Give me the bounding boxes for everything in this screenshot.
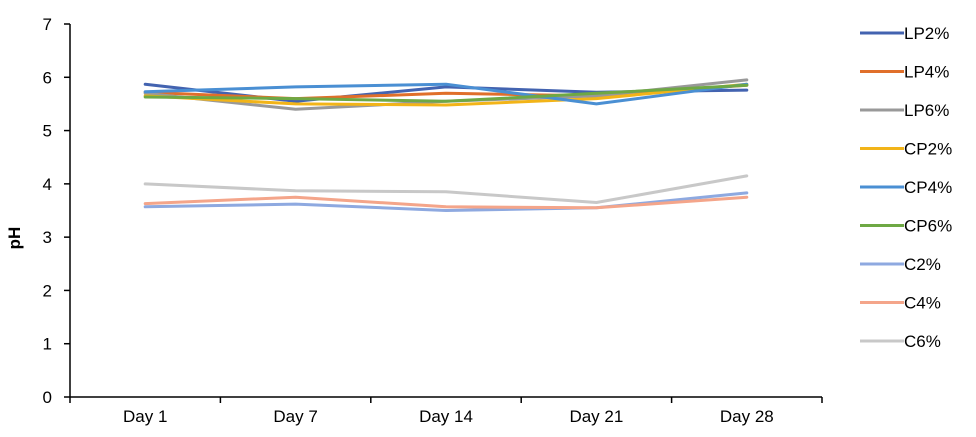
y-tick-label: 6 (43, 68, 52, 87)
series-lines (143, 78, 749, 212)
legend-label: C2% (904, 255, 941, 274)
legend: LP2% LP4% LP6% CP2% CP4% CP6% C2% C4% C6% (860, 24, 952, 351)
x-tick-label: Day 28 (720, 407, 774, 426)
legend-label: CP4% (904, 178, 952, 197)
legend-label: LP4% (904, 63, 949, 82)
series-line-cp6-pct (143, 83, 749, 103)
legend-label: C4% (904, 294, 941, 313)
series-line-cp4-pct (143, 82, 749, 106)
series-line-cp2-pct (143, 82, 749, 107)
y-tick-label: 7 (43, 15, 52, 34)
y-tick-label: 4 (43, 175, 52, 194)
y-axis-title: pH (5, 227, 24, 250)
x-tick-label: Day 21 (569, 407, 623, 426)
x-tick-label: Day 7 (273, 407, 317, 426)
legend-label: CP2% (904, 140, 952, 159)
legend-label: C6% (904, 332, 941, 351)
y-tick-label: 2 (43, 281, 52, 300)
series-line-c6-pct (143, 174, 749, 204)
axes: 0 1 2 3 4 5 6 7 Day 1 Day 7 Day 14 Day 21 Day 28 (43, 15, 823, 426)
x-tick-label: Day 14 (419, 407, 473, 426)
y-tick-label: 1 (43, 335, 52, 354)
y-tick-label: 3 (43, 228, 52, 247)
series-line-c4-pct (143, 195, 749, 210)
legend-label: LP6% (904, 101, 949, 120)
legend-label: LP2% (904, 24, 949, 43)
x-tick-label: Day 1 (123, 407, 167, 426)
y-tick-label: 0 (43, 388, 52, 407)
y-tick-label: 5 (43, 122, 52, 141)
legend-label: CP6% (904, 217, 952, 236)
